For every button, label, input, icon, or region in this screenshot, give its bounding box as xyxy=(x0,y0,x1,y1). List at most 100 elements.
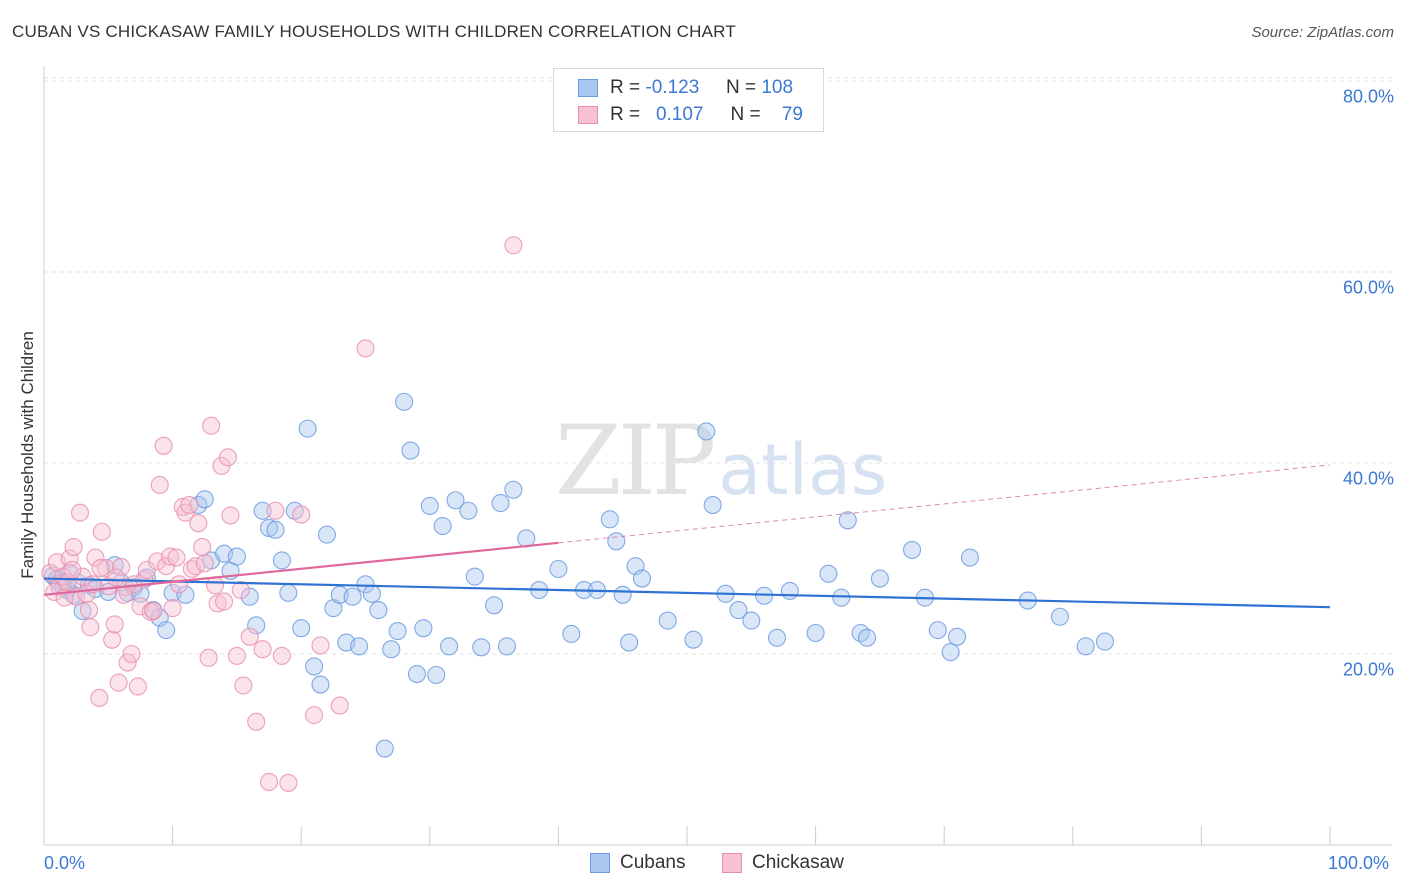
point-cubans-57 xyxy=(420,496,439,516)
point-chickasaw-21 xyxy=(112,558,131,577)
watermark-atlas: atlas xyxy=(718,429,888,511)
point-cubans-62 xyxy=(459,501,478,520)
point-cubans-59 xyxy=(433,516,452,536)
point-chickasaw-61 xyxy=(253,640,272,659)
point-chickasaw-42 xyxy=(180,495,199,515)
point-chickasaw-75 xyxy=(81,618,100,637)
point-chickasaw-78 xyxy=(114,585,133,604)
point-chickasaw-20 xyxy=(109,673,128,692)
point-cubans-61 xyxy=(446,491,465,510)
legend-r-value-chickasaw: 0.107 xyxy=(655,104,704,125)
point-chickasaw-48 xyxy=(199,648,218,667)
point-chickasaw-68 xyxy=(311,636,330,655)
point-cubans-94 xyxy=(838,511,857,530)
bottom-legend-swatch-chickasaw xyxy=(722,853,742,873)
point-cubans-81 xyxy=(658,611,677,630)
point-chickasaw-46 xyxy=(193,537,212,557)
point-cubans-107 xyxy=(1095,632,1114,651)
point-cubans-75 xyxy=(600,510,619,529)
point-cubans-92 xyxy=(819,564,838,583)
point-cubans-38 xyxy=(298,419,317,438)
point-chickasaw-55 xyxy=(221,506,240,525)
point-chickasaw-26 xyxy=(128,677,147,696)
y-tick-60: 60.0% xyxy=(1342,277,1394,298)
point-chickasaw-60 xyxy=(247,712,266,731)
y-axis-label: Family Households with Children xyxy=(18,331,37,579)
point-chickasaw-66 xyxy=(292,505,311,524)
point-cubans-103 xyxy=(960,548,979,567)
bottom-legend-label-chickasaw: Chickasaw xyxy=(752,852,844,873)
point-cubans-41 xyxy=(317,525,336,544)
point-cubans-20 xyxy=(157,621,176,640)
point-chickasaw-6 xyxy=(64,537,83,557)
point-chickasaw-9 xyxy=(73,567,92,586)
point-chickasaw-23 xyxy=(118,653,137,672)
source-label: Source: ZipAtlas.com xyxy=(1251,24,1394,41)
point-chickasaw-49 xyxy=(202,416,221,435)
point-cubans-24 xyxy=(195,490,214,509)
legend-r-label: R = xyxy=(610,104,641,125)
legend-n-value-chickasaw: 79 xyxy=(781,104,803,125)
point-cubans-87 xyxy=(742,611,761,630)
point-cubans-90 xyxy=(780,581,799,601)
point-chickasaw-77 xyxy=(106,568,126,587)
point-cubans-33 xyxy=(266,520,285,539)
point-chickasaw-51 xyxy=(208,594,227,613)
point-chickasaw-31 xyxy=(144,601,163,621)
bottom-legend-label-cubans: Cubans xyxy=(620,852,686,873)
point-cubans-97 xyxy=(870,569,889,588)
point-cubans-76 xyxy=(607,532,626,551)
point-cubans-66 xyxy=(491,494,510,513)
point-cubans-89 xyxy=(767,628,787,647)
point-cubans-101 xyxy=(941,643,960,662)
point-cubans-91 xyxy=(806,623,825,643)
watermark: ZIPatlas xyxy=(555,405,887,517)
point-cubans-51 xyxy=(382,640,401,659)
point-cubans-45 xyxy=(343,587,362,606)
point-cubans-96 xyxy=(857,628,877,647)
point-chickasaw-50 xyxy=(205,576,225,595)
point-chickasaw-47 xyxy=(195,554,214,573)
point-chickasaw-34 xyxy=(154,436,173,455)
point-cubans-55 xyxy=(407,665,426,684)
point-cubans-67 xyxy=(497,637,517,656)
x-tick-0: 0.0% xyxy=(44,853,86,873)
point-chickasaw-59 xyxy=(240,627,259,646)
correlation-legend: R = -0.123 N = 108 R = 0.107 N = 79 xyxy=(553,68,824,132)
point-cubans-22 xyxy=(176,585,195,604)
point-cubans-30 xyxy=(247,616,266,635)
legend-n-label: N = xyxy=(730,104,761,125)
point-chickasaw-19 xyxy=(105,615,124,634)
legend-n-label: N = xyxy=(725,77,757,98)
legend-swatch-cubans xyxy=(578,79,598,97)
trendline-cubans xyxy=(43,577,1331,609)
point-chickasaw-37 xyxy=(163,599,182,618)
point-cubans-71 xyxy=(549,559,568,579)
point-chickasaw-33 xyxy=(150,475,169,495)
point-cubans-48 xyxy=(362,584,381,603)
x-tick-100: 100.0% xyxy=(1328,853,1390,873)
point-cubans-52 xyxy=(388,622,407,641)
point-cubans-37 xyxy=(292,619,311,638)
point-cubans-32 xyxy=(259,518,279,537)
point-chickasaw-36 xyxy=(160,547,180,566)
point-chickasaw-15 xyxy=(92,522,111,541)
point-cubans-100 xyxy=(928,621,947,640)
point-cubans-77 xyxy=(613,585,632,604)
point-chickasaw-70 xyxy=(356,339,375,358)
point-cubans-65 xyxy=(485,596,504,615)
point-cubans-80 xyxy=(632,569,652,588)
point-chickasaw-14 xyxy=(90,688,109,707)
point-chickasaw-74 xyxy=(63,560,82,580)
point-cubans-35 xyxy=(279,583,298,602)
point-cubans-93 xyxy=(832,588,851,607)
point-chickasaw-11 xyxy=(79,601,99,620)
point-chickasaw-5 xyxy=(60,549,79,568)
point-cubans-72 xyxy=(562,624,581,643)
point-cubans-56 xyxy=(414,619,433,638)
point-cubans-53 xyxy=(395,392,414,411)
point-cubans-82 xyxy=(684,630,703,649)
bottom-legend-chickasaw: Chickasaw xyxy=(722,852,844,874)
point-cubans-83 xyxy=(697,422,716,441)
